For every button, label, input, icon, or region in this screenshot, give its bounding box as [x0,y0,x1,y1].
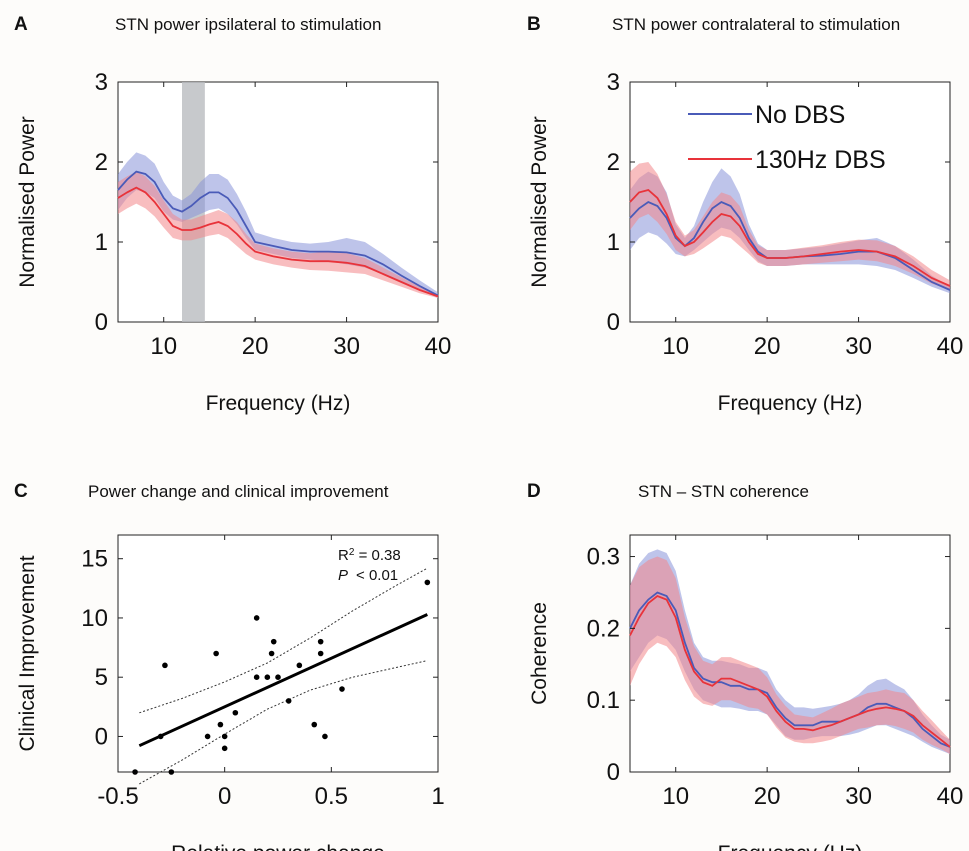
panel-c-point [253,615,260,621]
panel-c-ytick-label: 0 [95,723,108,750]
panel-c: C Power change and clinical improvement … [14,481,445,851]
panel-a-ytick-label: 2 [95,149,108,176]
panel-c-point [339,686,345,692]
panel-c-point [168,769,175,775]
panel-a-xtick-label: 20 [242,333,269,360]
panel-d-line-dbs [629,594,951,748]
panel-c-title: Power change and clinical improvement [88,482,389,501]
panel-d-ytick-label: 0.2 [587,615,620,642]
panel-d-band-dbs [630,556,950,754]
panel-d: D STN – STN coherence 10 20 30 40 0 0.1 0.2 0.3… [527,481,963,851]
panel-c-point [217,721,224,728]
panel-b-ytick-label: 2 [607,149,620,176]
panel-c-point [317,650,324,657]
panel-c-letter: C [14,481,28,502]
panel-b-ytick-label: 1 [607,229,620,256]
panel-c-point [268,650,275,657]
panel-c-point [253,674,260,680]
panel-d-ytick-label: 0 [607,759,620,786]
panel-b-band-no_dbs [630,168,950,294]
panel-c-point [132,769,138,775]
panel-a-xlabel: Frequency (Hz) [206,392,351,415]
panel-b-xtick-label: 30 [845,333,872,360]
panel-a-ylabel: Normalised Power [16,116,39,288]
panel-c-point [275,674,281,680]
panel-c-p-text: P < 0.01 [338,567,398,584]
panel-d-letter: D [527,481,541,502]
panel-b-xtick-label: 40 [937,333,964,360]
panel-c-point [157,733,164,740]
panel-b-title: STN power contralateral to stimulation [612,15,900,34]
panel-c-point [162,662,168,669]
panel-a: A STN power ipsilateral to stimulation 1… [14,14,451,415]
panel-c-point [317,638,324,645]
panel-c-xtick-label: 0 [218,783,231,810]
panel-c-ylabel: Clinical Improvement [16,555,39,751]
panel-c-fit-line [138,613,428,748]
panel-a-line-no_dbs [117,170,439,297]
panel-c-xlabel: Relative power change [171,842,385,851]
panel-d-xtick-label: 10 [662,783,689,810]
panel-b-band-dbs [630,162,950,290]
panel-b-axes-box [629,81,951,323]
panel-b-ytick-label: 0 [607,309,620,336]
panel-c-ci-upper [139,567,428,714]
panel-a-ytick-label: 1 [95,229,108,256]
panel-a-band-dbs [118,171,438,298]
panel-a-xtick-label: 10 [150,333,177,360]
panel-c-point [322,733,328,740]
panel-c-r2-text: R2 = 0.38 [338,547,401,565]
panel-d-xtick-label: 30 [845,783,872,810]
panel-b-xlabel: Frequency (Hz) [718,392,863,415]
panel-a-xtick-label: 30 [333,333,360,360]
panel-d-ytick-label: 0.1 [587,687,620,714]
panel-b-letter: B [527,14,541,35]
panel-d-ylabel: Coherence [528,602,551,705]
panel-c-xtick-label: 0.5 [315,783,348,810]
panel-a-letter: A [14,14,28,35]
legend-label-no_dbs: No DBS [755,101,845,129]
panel-b-ylabel: Normalised Power [528,116,551,288]
panel-b-xtick-label: 20 [754,333,781,360]
panel-b-ytick-label: 3 [607,69,620,96]
panel-d-xtick-label: 20 [754,783,781,810]
panel-c-point [424,579,431,586]
panel-c-ytick-label: 15 [81,546,108,573]
panel-a-xtick-label: 40 [425,333,452,360]
panel-c-ytick-label: 10 [81,605,108,632]
panel-d-title: STN – STN coherence [638,482,809,501]
panel-c-xtick-label: -0.5 [97,783,138,810]
panel-c-xtick-label: 1 [431,783,444,810]
panel-c-point [285,698,292,704]
panel-d-xlabel: Frequency (Hz) [718,842,863,851]
panel-b-xtick-label: 10 [662,333,689,360]
panel-c-ytick-label: 5 [95,664,108,691]
panel-c-point [232,709,239,716]
legend-label-dbs: 130Hz DBS [755,146,886,174]
panel-c-point [213,650,219,657]
panel-c-ci-lower [139,660,428,785]
panel-b-line-dbs [629,189,951,287]
panel-c-point [221,745,228,752]
panel-b: B STN power contralateral to stimulation… [527,14,963,415]
panel-c-point [204,733,211,740]
panel-a-line-dbs [117,186,439,298]
panel-a-ytick-label: 0 [95,309,108,336]
panel-c-point [296,662,303,669]
panel-c-point [221,733,228,740]
panel-c-point [311,721,318,728]
panel-d-ytick-label: 0.3 [587,544,620,571]
panel-c-point [270,638,277,645]
panel-d-xtick-label: 40 [937,783,964,810]
panel-c-point [264,674,271,680]
panel-a-ytick-label: 3 [95,69,108,96]
panel-a-title: STN power ipsilateral to stimulation [115,15,381,34]
panel-d-line-no_dbs [629,591,951,748]
